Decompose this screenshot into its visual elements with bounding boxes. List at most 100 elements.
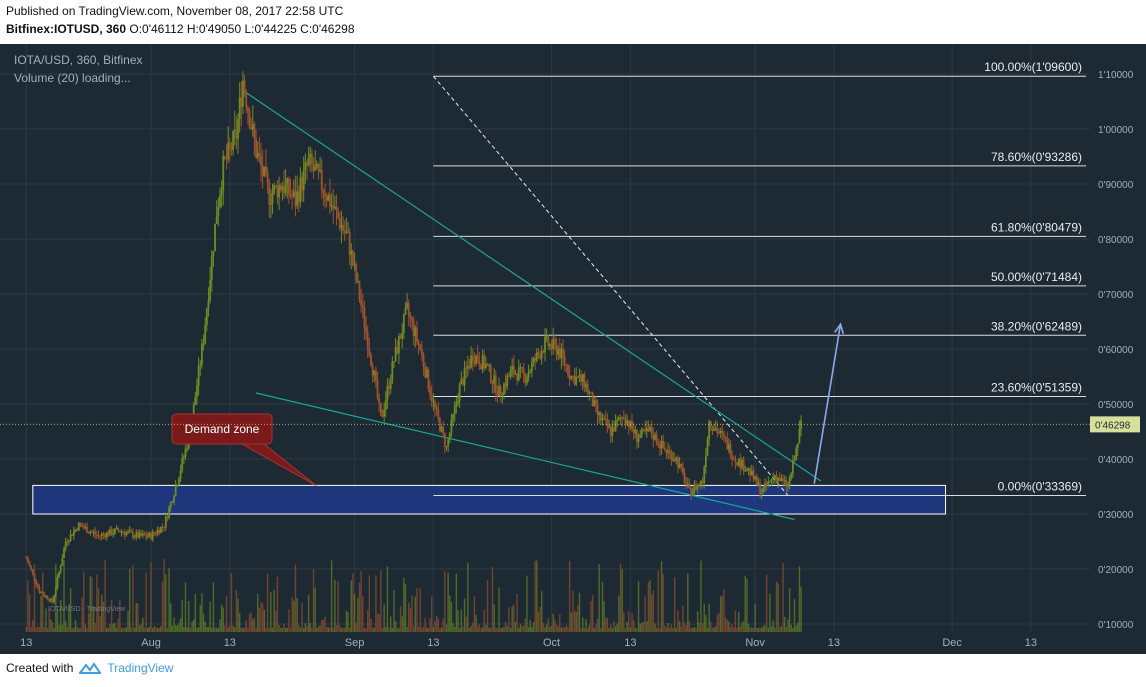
volume-bar bbox=[92, 606, 95, 632]
candle-body bbox=[645, 428, 648, 432]
volume-bar bbox=[48, 609, 50, 632]
y-tick-label: 0'90000 bbox=[1098, 180, 1134, 191]
price-chart[interactable]: IOTA/USD · TradingView 100.00%(1'09600) 7… bbox=[0, 44, 1146, 654]
volume-bar bbox=[381, 627, 384, 632]
volume-bar bbox=[660, 561, 663, 632]
candle-body bbox=[742, 459, 745, 472]
candle-body bbox=[366, 332, 369, 350]
trendlines[interactable] bbox=[242, 90, 822, 521]
candle-body bbox=[223, 156, 226, 159]
volume-bar bbox=[294, 564, 297, 632]
candle-body bbox=[407, 302, 410, 316]
candle-body bbox=[343, 230, 346, 233]
fib-anchor-line[interactable] bbox=[432, 75, 789, 496]
candle-body bbox=[727, 444, 730, 450]
volume-bar bbox=[749, 627, 751, 632]
projection-arrow[interactable] bbox=[813, 322, 845, 484]
volume-bar bbox=[767, 627, 769, 632]
volume-bar bbox=[562, 626, 564, 632]
candle-body bbox=[775, 475, 778, 482]
volume-bar bbox=[552, 613, 554, 632]
volume-legend: Volume (20) loading... bbox=[14, 71, 131, 85]
ohlc-values: O:0'46112 H:0'49050 L:0'44225 C:0'46298 bbox=[129, 22, 355, 36]
candle-body bbox=[69, 534, 72, 541]
candle-body bbox=[567, 365, 569, 375]
last-price-badge bbox=[1090, 416, 1140, 433]
candle-body bbox=[250, 127, 253, 129]
candle-body bbox=[317, 163, 320, 172]
candle-body bbox=[655, 434, 658, 444]
arrow-head[interactable] bbox=[834, 322, 845, 335]
volume-bar bbox=[756, 627, 758, 632]
volume-bar bbox=[161, 581, 164, 632]
candle-body bbox=[659, 444, 661, 449]
candle-body bbox=[138, 532, 141, 538]
arrow-shaft[interactable] bbox=[813, 324, 842, 484]
candle-body bbox=[586, 384, 589, 394]
candle-body bbox=[207, 300, 210, 309]
candle-body bbox=[278, 185, 280, 198]
volume-bar bbox=[580, 627, 582, 632]
volume-bar bbox=[797, 622, 799, 632]
volume-bar bbox=[667, 623, 669, 632]
volume-bar bbox=[240, 627, 243, 632]
candle-body bbox=[590, 392, 592, 394]
volume-bar bbox=[378, 614, 380, 632]
price-axis[interactable] bbox=[1090, 44, 1146, 654]
demand-zone-callout[interactable]: Demand zone bbox=[171, 413, 317, 486]
time-axis[interactable] bbox=[0, 632, 1090, 654]
symbol-legend: IOTA/USD, 360, Bitfinex bbox=[14, 53, 143, 67]
candle-body bbox=[631, 420, 633, 430]
volume-bar bbox=[188, 600, 190, 632]
volume-bar bbox=[683, 622, 686, 632]
volume-bar bbox=[472, 622, 474, 632]
candle-body bbox=[286, 178, 289, 185]
candle-body bbox=[621, 417, 624, 419]
candle-body bbox=[84, 527, 87, 529]
volume-bar bbox=[158, 628, 160, 632]
volume-bar bbox=[654, 623, 656, 632]
candle-body bbox=[329, 194, 331, 207]
volume-bar bbox=[616, 623, 618, 632]
candle-body bbox=[673, 458, 676, 461]
symbol-label: Bitfinex:IOTUSD, 360 bbox=[6, 22, 127, 36]
candle-body bbox=[338, 217, 341, 229]
candle-body bbox=[360, 299, 363, 306]
volume-bar bbox=[560, 627, 563, 632]
candle-body bbox=[53, 595, 56, 603]
callout-box[interactable] bbox=[171, 413, 273, 445]
volume-bar bbox=[557, 626, 559, 632]
candle-body bbox=[184, 448, 187, 457]
candle-body bbox=[166, 516, 169, 518]
volume-bar bbox=[606, 617, 609, 632]
volume-bar bbox=[550, 625, 553, 632]
candle-body bbox=[281, 186, 284, 191]
volume-bar bbox=[738, 612, 740, 632]
volume-bar bbox=[275, 611, 277, 632]
volume-bar bbox=[783, 616, 786, 632]
upper-trendline[interactable] bbox=[242, 90, 822, 482]
demand-zone[interactable] bbox=[32, 484, 947, 515]
volume-bar bbox=[229, 625, 231, 632]
candle-body bbox=[534, 357, 537, 361]
volume-bar bbox=[744, 575, 746, 632]
volume-bar bbox=[232, 625, 234, 632]
x-tick-label: Dec bbox=[942, 637, 962, 649]
candle-body bbox=[306, 162, 308, 166]
volume-bar bbox=[493, 604, 495, 632]
demand-zone-box[interactable] bbox=[32, 484, 947, 515]
volume-bar bbox=[237, 598, 239, 632]
volume-bar bbox=[769, 593, 771, 632]
candle-body bbox=[791, 461, 794, 474]
volume-bar bbox=[209, 601, 211, 632]
candle-body bbox=[634, 429, 637, 434]
tradingview-link[interactable]: TradingView bbox=[79, 661, 173, 675]
candle-body bbox=[169, 502, 172, 508]
candle-body bbox=[601, 418, 604, 421]
volume-bar bbox=[421, 627, 423, 632]
volume-bar bbox=[664, 625, 666, 632]
candle-body bbox=[242, 80, 244, 107]
candle-body bbox=[273, 185, 276, 193]
lower-trendline[interactable] bbox=[255, 392, 795, 521]
fibonacci-retracement[interactable]: 100.00%(1'09600) 78.60%(0'93286) 61.80%(0'… bbox=[432, 60, 1086, 496]
